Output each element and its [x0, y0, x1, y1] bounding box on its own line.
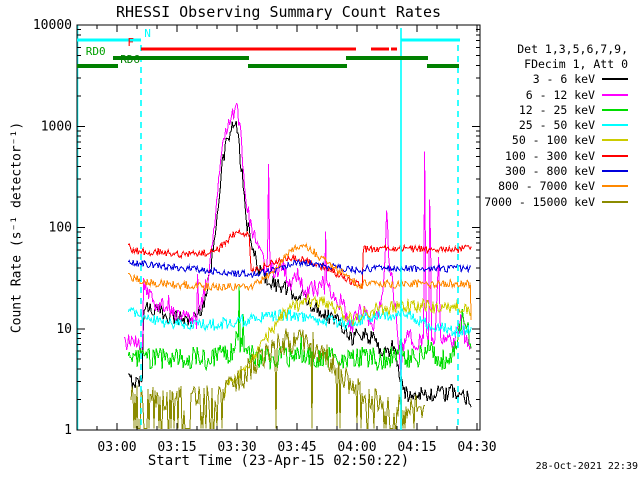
plot-border: [76, 24, 481, 431]
x-tick-label: 03:45: [277, 440, 316, 455]
y-tick-label: 10: [56, 322, 72, 337]
legend-entry-label: 300 - 800 keV: [504, 164, 595, 179]
legend-entry-label: 7000 - 15000 keV: [484, 194, 595, 209]
y-tick-label: 1: [64, 423, 72, 438]
legend-entry-swatch: [602, 124, 628, 127]
legend-entry: 7000 - 15000 keV: [484, 194, 628, 209]
series-25-50keV: [127, 306, 472, 338]
series-7000-15000keV: [130, 328, 426, 430]
flag-label-flare: F: [127, 36, 134, 49]
x-tick-label: 04:15: [397, 440, 436, 455]
legend-entry-swatch: [602, 200, 628, 203]
legend-entry-label: 800 - 7000 keV: [498, 179, 595, 194]
legend-entry-label: 6 - 12 keV: [525, 87, 595, 102]
legend-entry-label: 12 - 25 keV: [518, 102, 595, 117]
legend-header-1: Det 1,3,5,6,7,9,: [517, 41, 628, 56]
legend-entry-swatch: [602, 108, 628, 111]
axes-group: 1 10 100 1000 10000 03:00 03:15 03:30 03:45 04:00…: [33, 18, 497, 455]
series-100-300keV: [127, 228, 472, 289]
x-tick-label: 03:30: [217, 440, 256, 455]
x-tick-label: 03:00: [97, 440, 136, 455]
x-tick-label: 04:00: [337, 440, 376, 455]
legend-entry: 6 - 12 keV: [484, 87, 628, 102]
legend-entry: 25 - 50 keV: [484, 117, 628, 132]
legend-entry-label: 50 - 100 keV: [511, 133, 595, 148]
legend-entry-swatch: [602, 93, 628, 96]
legend-entry-label: 100 - 300 keV: [504, 148, 595, 163]
legend-entry-swatch: [602, 78, 628, 81]
y-tick-label: 1000: [41, 119, 72, 134]
page-title: RHESSI Observing Summary Count Rates: [115, 3, 442, 21]
legend-entry: 50 - 100 keV: [484, 133, 628, 148]
legend-entry-swatch: [602, 185, 628, 188]
legend-entry: 300 - 800 keV: [484, 163, 628, 178]
series-300-800keV: [127, 258, 472, 279]
series-12-25keV: [127, 286, 472, 372]
legend-entry-swatch: [602, 154, 628, 157]
flag-label-rd6: RD6: [120, 53, 140, 66]
series-group: [124, 102, 472, 430]
legend-entry: 12 - 25 keV: [484, 102, 628, 117]
flag-label-rd0: RD0: [86, 45, 106, 58]
legend-entry: 3 - 6 keV: [484, 72, 628, 87]
legend-entry-swatch: [602, 170, 628, 173]
x-tick-label: 04:30: [457, 440, 496, 455]
legend-entry-label: 3 - 6 keV: [532, 72, 595, 87]
series-6-12keV: [124, 102, 472, 376]
plot-timestamp: 28-Oct-2021 22:39: [535, 461, 638, 472]
flag-bars-group: NF RD0 RD6: [77, 27, 460, 68]
series-800-7000keV: [128, 242, 472, 320]
x-axis-title: Start Time (23-Apr-15 02:50:22): [147, 453, 410, 469]
flag-label-night: N: [144, 27, 151, 40]
y-tick-label: 10000: [33, 18, 72, 33]
legend-entry: 100 - 300 keV: [484, 148, 628, 163]
y-tick-label: 100: [49, 221, 72, 236]
series-50-100keV: [224, 292, 472, 397]
legend-entry: 800 - 7000 keV: [484, 179, 628, 194]
legend-entry-label: 25 - 50 keV: [518, 118, 595, 133]
x-tick-label: 03:15: [157, 440, 196, 455]
legend-header-2: FDecim 1, Att 0: [524, 56, 628, 71]
legend-entry-swatch: [602, 139, 628, 142]
